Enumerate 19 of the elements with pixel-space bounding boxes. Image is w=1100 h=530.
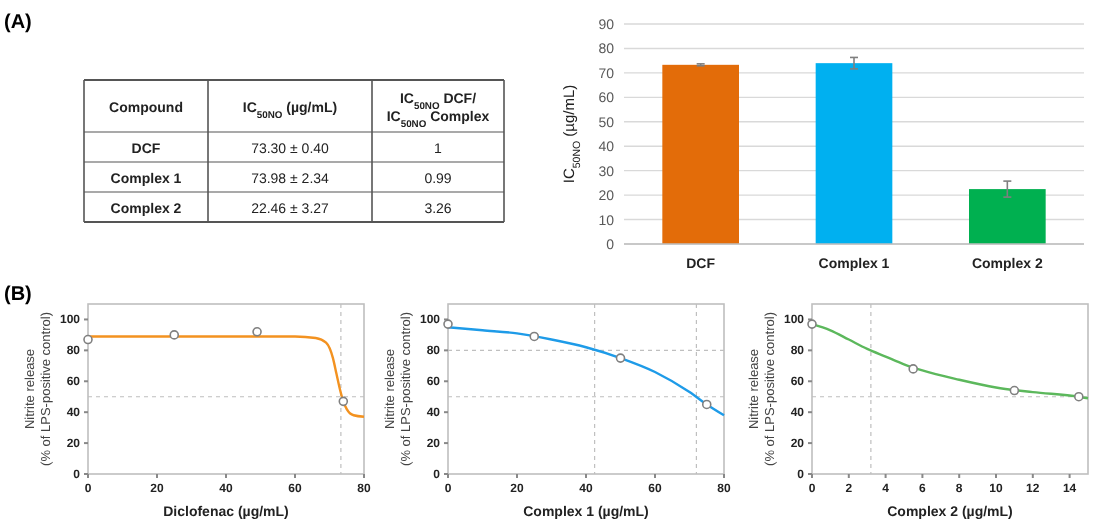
point xyxy=(615,353,626,363)
point xyxy=(1074,391,1084,402)
point xyxy=(443,319,453,329)
point xyxy=(701,399,712,410)
point xyxy=(252,327,262,337)
bar xyxy=(969,189,1046,244)
bar xyxy=(662,64,739,244)
point xyxy=(83,334,93,345)
point xyxy=(169,330,180,340)
point xyxy=(529,331,540,342)
text: (B) xyxy=(4,284,32,306)
point xyxy=(908,364,918,374)
text: (A) xyxy=(4,12,32,34)
point xyxy=(1009,385,1020,396)
line-series xyxy=(810,322,1090,400)
point xyxy=(338,396,349,407)
bar xyxy=(815,63,893,244)
line-series xyxy=(86,335,366,419)
point xyxy=(807,319,817,329)
